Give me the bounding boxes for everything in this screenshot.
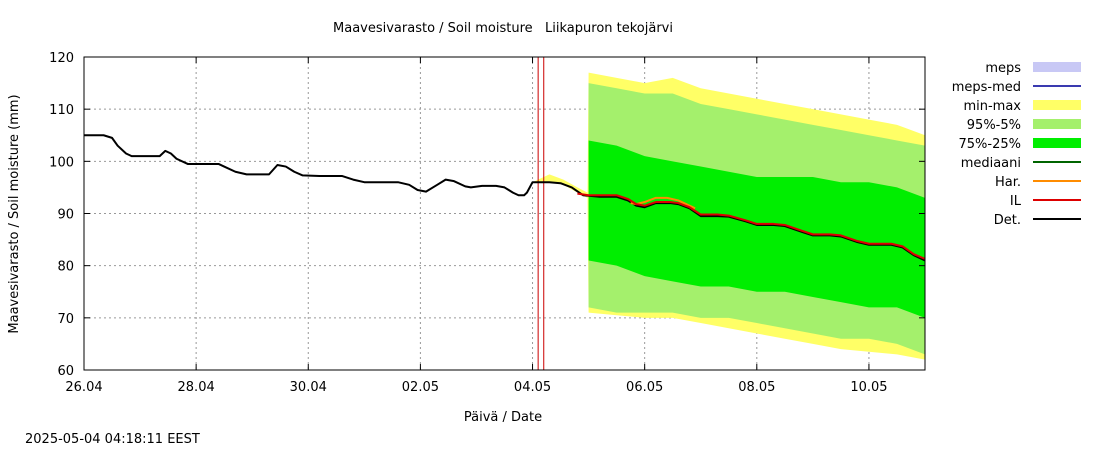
x-tick-label: 08.05 [738,380,775,395]
x-tick-label: 10.05 [850,380,887,395]
legend-swatch [1033,100,1081,110]
axis-ticks: 60 70 80 90 100 110 120 26.04 28.04 30.04 02.05 04.… [49,51,925,395]
legend-swatch [1033,119,1081,129]
legend-swatch [1033,138,1081,148]
x-tick-label: 02.05 [402,380,439,395]
series-il [577,192,926,260]
timestamp: 2025-05-04 04:18:11 EEST [25,432,200,447]
legend-label: Har. [995,175,1021,190]
y-tick-label: 100 [49,155,74,170]
legend-label: mediaani [961,156,1021,171]
x-tick-label: 26.04 [65,380,102,395]
legend-swatch [1033,62,1081,72]
y-tick-label: 110 [49,103,74,118]
x-tick-label: 06.05 [626,380,663,395]
x-tick-label: 28.04 [178,380,215,395]
band-75-25- [588,140,925,318]
x-tick-label: 30.04 [290,380,327,395]
series-det [84,134,926,262]
legend-label: meps-med [952,80,1021,95]
legend-label: min-max [963,99,1021,114]
y-tick-label: 60 [57,364,74,379]
chart-title: Maavesivarasto / Soil moisture Liikapuro… [333,21,673,36]
forecast-start-lines [537,57,545,370]
series-lines [84,134,926,262]
legend-label: 75%-25% [959,137,1021,152]
x-axis-label: Päivä / Date [464,410,542,425]
y-tick-label: 80 [57,260,74,275]
legend-label: IL [1010,194,1022,209]
x-tick-label: 04.05 [514,380,551,395]
y-axis-label: Maavesivarasto / Soil moisture (mm) [7,94,22,333]
y-tick-label: 120 [49,51,74,66]
legend-label: Det. [994,213,1021,228]
legend: meps meps-med min-max 95%-5% 75%-25% mediaani… [952,61,1081,228]
y-tick-label: 90 [57,208,74,223]
legend-label: meps [985,61,1021,76]
y-tick-label: 70 [57,312,74,327]
legend-label: 95%-5% [967,118,1021,133]
